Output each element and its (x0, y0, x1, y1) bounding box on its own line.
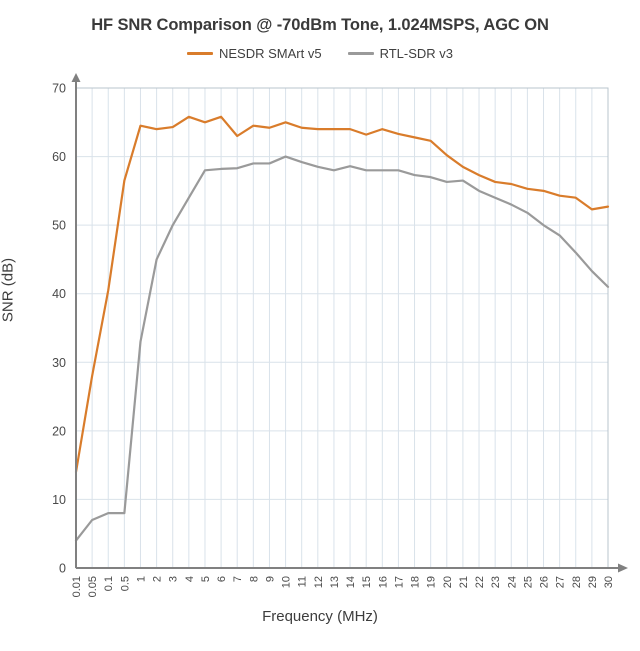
x-axis-tick-label: 20 (442, 576, 454, 588)
x-axis-tick-label: 9 (264, 576, 276, 582)
x-axis-tick-label: 13 (329, 576, 341, 588)
series-line-0 (74, 115, 610, 474)
y-axis-tick-label: 0 (59, 562, 66, 576)
x-axis-tick-label: 8 (248, 576, 260, 582)
x-axis-tick-label: 27 (555, 576, 567, 588)
x-axis-tick-label: 15 (361, 576, 373, 588)
chart-title: HF SNR Comparison @ -70dBm Tone, 1.024MS… (91, 16, 549, 34)
y-axis-tick-label: 50 (52, 219, 66, 233)
legend-label-series-0: NESDR SMArt v5 (218, 46, 322, 61)
x-axis-tick-label: 3 (168, 576, 180, 582)
legend-item-series-1: RTL-SDR v3 (347, 46, 454, 61)
legend-label-series-1: RTL-SDR v3 (379, 46, 454, 61)
x-axis-tick-label: 0.1 (103, 576, 115, 591)
x-axis-tick-label: 6 (216, 576, 228, 582)
x-axis-tick-label: 30 (603, 576, 615, 588)
x-axis-tick-label: 21 (458, 576, 470, 588)
y-axis-tick-label: 60 (52, 150, 66, 164)
x-axis-tick-label: 0.01 (71, 576, 83, 597)
x-axis-tick-label: 1 (135, 576, 147, 582)
x-axis-tick-label: 14 (345, 576, 357, 588)
legend-swatch-series-1 (347, 52, 374, 55)
x-axis-tick-label: 28 (571, 576, 583, 588)
x-axis-tick-label: 4 (184, 576, 196, 582)
x-axis-tick-label: 19 (426, 576, 438, 588)
x-axis-tick-label: 5 (200, 576, 212, 582)
x-axis-tick-label: 25 (522, 576, 534, 588)
y-axis-tick-label: 70 (52, 82, 66, 96)
x-axis-tick-label: 7 (232, 576, 244, 582)
x-axis-tick-label: 22 (474, 576, 486, 588)
legend-item-series-0: NESDR SMArt v5 (186, 46, 322, 61)
x-axis-tick-label: 2 (152, 576, 164, 582)
series-line-1 (74, 155, 610, 542)
x-axis-tick-label: 24 (506, 576, 518, 588)
x-axis-tick-label: 0.05 (87, 576, 99, 597)
x-axis-tick-label: 17 (393, 576, 405, 588)
x-axis-tick-label: 16 (377, 576, 389, 588)
x-axis-tick-label: 26 (539, 576, 551, 588)
x-axis-tick-label: 0.5 (119, 576, 131, 591)
x-axis-tick-label: 18 (410, 576, 422, 588)
x-axis-tick-label: 10 (281, 576, 293, 588)
chart-legend: NESDR SMArt v5 RTL-SDR v3 (0, 46, 640, 61)
x-axis-tick-label: 11 (297, 576, 309, 587)
y-axis-arrowhead (71, 73, 81, 82)
plot-background (76, 88, 608, 568)
x-axis-tick-label: 29 (587, 576, 599, 588)
y-axis-tick-label: 30 (52, 356, 66, 370)
x-axis-tick-label: 23 (490, 576, 502, 588)
y-axis-tick-label: 40 (52, 287, 66, 301)
legend-swatch-series-0 (186, 52, 213, 55)
y-axis-tick-label: 10 (52, 493, 66, 507)
x-axis-tick-label: 12 (313, 576, 325, 588)
y-axis-tick-label: 20 (52, 424, 66, 438)
x-axis-arrowhead (618, 563, 628, 573)
x-axis-title: Frequency (MHz) (262, 608, 378, 625)
